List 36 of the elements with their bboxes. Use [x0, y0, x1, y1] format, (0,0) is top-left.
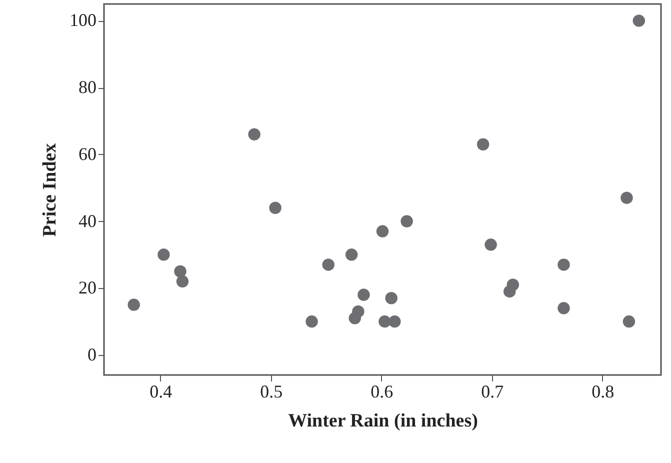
x-tick-label: 0.5 — [260, 382, 283, 402]
y-tick-label: 100 — [70, 10, 96, 30]
y-tick-label: 0 — [88, 344, 96, 364]
point — [388, 315, 401, 328]
point — [484, 238, 497, 251]
point — [385, 292, 398, 304]
x-axis-title: Winter Rain (in inches) — [288, 410, 478, 432]
point — [558, 258, 570, 271]
y-tick-label: 20 — [78, 278, 96, 298]
point — [352, 305, 364, 318]
point — [632, 14, 646, 27]
point — [506, 278, 520, 291]
point — [306, 315, 318, 328]
y-tick-label: 60 — [78, 144, 96, 164]
point — [622, 315, 636, 328]
point — [345, 248, 358, 261]
x-tick-label: 0.8 — [592, 382, 614, 402]
point — [176, 275, 189, 288]
point — [158, 248, 170, 261]
point — [322, 258, 334, 271]
x-tick-label: 0.4 — [150, 382, 172, 402]
point — [128, 298, 140, 311]
point — [558, 302, 570, 314]
x-tick-label: 0.7 — [481, 382, 504, 402]
y-tick-label: 40 — [78, 210, 96, 231]
point — [358, 288, 370, 301]
y-axis-title: Price Index — [40, 142, 60, 237]
point — [376, 225, 389, 238]
y-tick-label: 80 — [78, 77, 96, 98]
x-tick-label: 0.6 — [370, 382, 394, 402]
point — [269, 202, 282, 214]
point — [476, 138, 490, 150]
point — [174, 265, 186, 278]
point — [620, 192, 633, 204]
point — [248, 128, 260, 140]
point — [400, 215, 413, 228]
